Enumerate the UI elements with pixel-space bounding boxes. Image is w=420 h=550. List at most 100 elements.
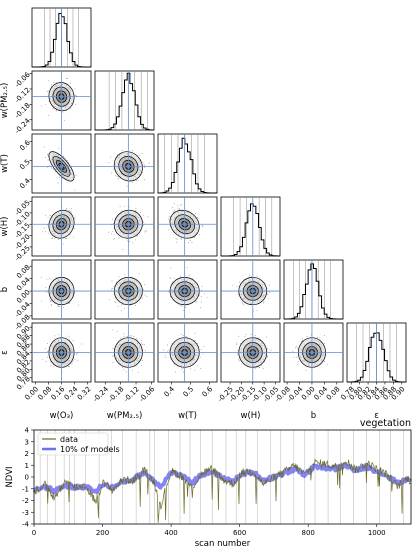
sample-point (111, 288, 113, 290)
sample-point (45, 287, 47, 289)
sample-point (267, 348, 269, 350)
sample-point (73, 228, 75, 229)
sample-point (51, 167, 52, 169)
sample-point (47, 155, 49, 157)
sample-point (117, 306, 119, 308)
sample-point (297, 361, 299, 363)
sample-point (51, 304, 53, 306)
sample-point (183, 335, 185, 337)
sample-point (142, 171, 144, 173)
x-tick-label: -0.24 (92, 385, 111, 404)
sample-point (46, 291, 48, 293)
x-tick-label: 0.6 (201, 385, 215, 399)
x-tick-label: 0.32 (76, 385, 93, 402)
sample-point (67, 302, 69, 304)
sample-point (78, 304, 79, 306)
sample-point (74, 88, 76, 90)
sample-point (190, 368, 191, 370)
truth-marker (60, 222, 63, 226)
sample-point (69, 339, 71, 341)
sample-point (47, 159, 49, 161)
ts-y-tick-label: 1 (25, 462, 29, 470)
sample-point (137, 179, 139, 181)
ts-y-tick-label: 3 (25, 438, 29, 446)
sample-point (202, 353, 204, 355)
sample-point (182, 309, 184, 311)
sample-point (70, 208, 72, 210)
sample-point (140, 211, 142, 213)
sample-point (108, 231, 110, 233)
sample-point (207, 297, 209, 299)
sample-point (138, 154, 140, 156)
truth-marker (126, 164, 130, 168)
sample-point (69, 234, 71, 236)
sample-point (129, 240, 131, 242)
sample-point (46, 350, 48, 352)
sample-point (175, 238, 177, 240)
sample-point (200, 368, 202, 369)
sample-point (77, 360, 79, 362)
sample-point (202, 224, 204, 226)
sample-point (112, 329, 113, 331)
sample-point (80, 343, 82, 345)
sample-point (128, 206, 130, 208)
sample-point (178, 208, 180, 210)
sample-point (143, 283, 145, 285)
sample-point (135, 210, 137, 212)
sample-point (178, 304, 180, 306)
sample-point (62, 307, 64, 309)
sample-point (264, 361, 266, 363)
sample-point (169, 216, 171, 218)
sample-point (49, 277, 51, 279)
ts-y-tick-label: -3 (22, 509, 29, 517)
sample-point (48, 114, 50, 116)
sample-point (58, 238, 60, 240)
sample-point (241, 301, 243, 303)
sample-point (143, 344, 145, 346)
sample-point (52, 108, 54, 110)
histogram-PM25 (95, 72, 155, 131)
sample-point (71, 363, 73, 364)
sample-point (67, 77, 69, 79)
sample-point (141, 360, 143, 362)
sample-point (142, 225, 144, 227)
sample-point (292, 350, 294, 352)
sample-point (239, 281, 240, 283)
sample-point (74, 218, 76, 220)
sample-point (182, 367, 184, 369)
sample-point (149, 162, 151, 164)
sample-point (239, 360, 240, 362)
sample-point (179, 276, 181, 278)
sample-point (118, 237, 120, 239)
sample-point (137, 371, 139, 373)
sample-point (112, 362, 114, 363)
x-axis-label-eps: ε (374, 411, 379, 421)
sample-point (143, 215, 145, 217)
sample-point (141, 342, 143, 344)
sample-point (183, 371, 184, 373)
sample-point (143, 179, 145, 181)
sample-point (52, 366, 54, 368)
sample-point (111, 218, 113, 220)
sample-point (48, 299, 50, 301)
sample-point (310, 334, 312, 336)
sample-point (252, 310, 254, 312)
truth-marker (126, 222, 130, 226)
sample-point (47, 153, 48, 155)
sample-point (173, 203, 175, 205)
sample-point (126, 335, 128, 337)
sample-point (50, 365, 52, 366)
sample-point (142, 343, 143, 345)
x-axis-label-T: w(T) (178, 411, 197, 421)
sample-point (49, 215, 51, 217)
ts-x-tick-label: 800 (301, 529, 314, 537)
truth-marker (251, 289, 255, 293)
sample-point (67, 366, 69, 368)
sample-point (201, 285, 203, 287)
sample-point (74, 94, 76, 96)
sample-point (263, 301, 265, 303)
sample-point (74, 293, 76, 295)
truth-marker (60, 95, 63, 99)
truth-marker (183, 289, 187, 293)
sample-point (305, 370, 307, 372)
